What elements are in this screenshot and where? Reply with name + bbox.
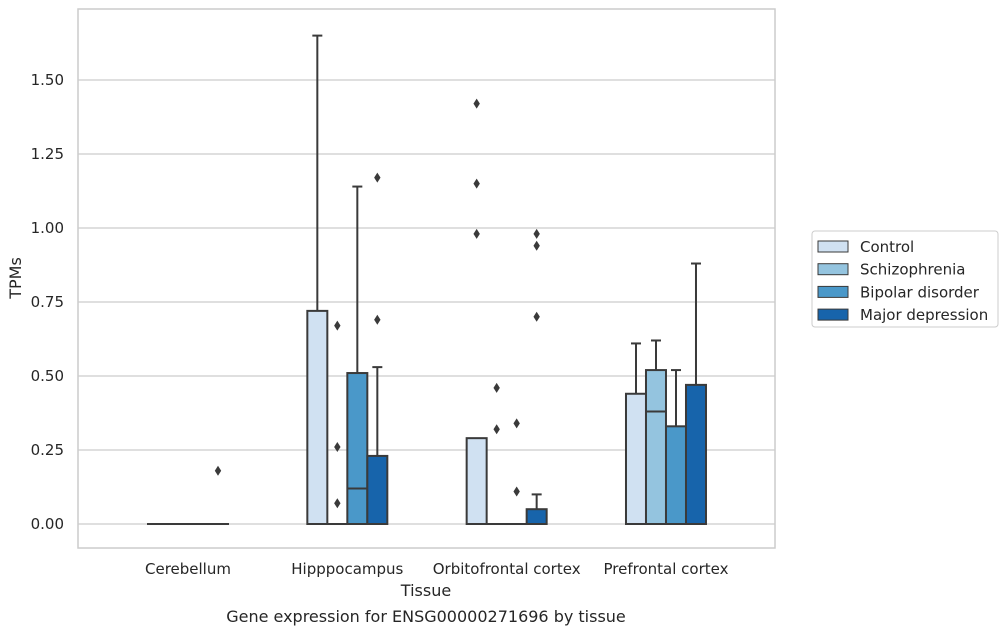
box-group <box>644 339 667 525</box>
outlier-point <box>334 498 341 509</box>
x-tick-label: Cerebellum <box>145 560 231 578</box>
box-group <box>684 262 707 525</box>
outlier-point <box>533 228 540 239</box>
box-group <box>664 369 687 526</box>
box <box>684 383 707 525</box>
y-tick-label: 0.25 <box>31 441 64 459</box>
outlier-point <box>513 418 520 429</box>
box-group <box>465 98 488 525</box>
box-group <box>525 228 548 526</box>
outlier-point <box>533 311 540 322</box>
x-tick-label: Hipppocampus <box>291 560 403 578</box>
x-tick-label: Orbitofrontal cortex <box>433 560 581 578</box>
legend-label: Bipolar disorder <box>860 283 980 301</box>
box-group <box>326 320 349 526</box>
legend-swatch <box>817 240 849 253</box>
outlier-point <box>374 314 381 325</box>
box-group <box>485 382 508 526</box>
box-group <box>207 465 229 526</box>
y-tick-label: 1.00 <box>31 219 64 237</box>
outlier-point <box>493 424 500 435</box>
outlier-point <box>374 172 381 183</box>
outlier-point <box>473 178 480 189</box>
box <box>644 369 667 525</box>
outlier-point <box>473 98 480 109</box>
box <box>306 309 329 525</box>
legend-label: Major depression <box>860 306 988 324</box>
legend-swatch <box>817 285 849 298</box>
box-group <box>505 418 528 526</box>
box <box>664 425 687 526</box>
outlier-point <box>533 240 540 251</box>
outlier-point <box>513 486 520 497</box>
legend-label: Schizophrenia <box>860 261 965 279</box>
box <box>624 392 647 526</box>
box <box>465 437 488 525</box>
legend-swatch <box>817 308 849 321</box>
y-tick-label: 0.75 <box>31 293 64 311</box>
box <box>346 372 369 526</box>
outlier-point <box>214 465 222 476</box>
chart-caption: Gene expression for ENSG00000271696 by t… <box>226 607 626 626</box>
y-axis-label: TPMs <box>6 257 25 300</box>
y-tick-label: 0.00 <box>31 515 64 533</box>
box-group <box>306 34 329 525</box>
grid-lines <box>78 79 775 525</box>
box-group <box>366 172 389 526</box>
legend-swatch <box>817 263 849 276</box>
box <box>525 508 548 526</box>
outlier-point <box>473 228 480 239</box>
legend: Control Schizophrenia Bipolar disorder Majo… <box>811 230 999 328</box>
outlier-point <box>334 320 341 331</box>
plot-marks <box>147 34 707 526</box>
outlier-point <box>493 382 500 393</box>
legend-label: Control <box>860 238 914 256</box>
y-tick-label: 1.50 <box>31 71 64 89</box>
outlier-point <box>334 442 341 453</box>
box-group <box>624 342 647 526</box>
axes: 0.00 0.25 0.50 0.75 1.00 1.25 1.50 Cerebellum Hi… <box>31 71 729 578</box>
box-group <box>346 185 369 526</box>
box <box>366 454 389 526</box>
plot-frame <box>77 8 776 549</box>
y-tick-label: 1.25 <box>31 145 64 163</box>
legend-frame <box>811 230 999 328</box>
x-tick-label: Prefrontal cortex <box>603 560 728 578</box>
x-axis-label: Tissue <box>400 581 451 600</box>
y-tick-label: 0.50 <box>31 367 64 385</box>
